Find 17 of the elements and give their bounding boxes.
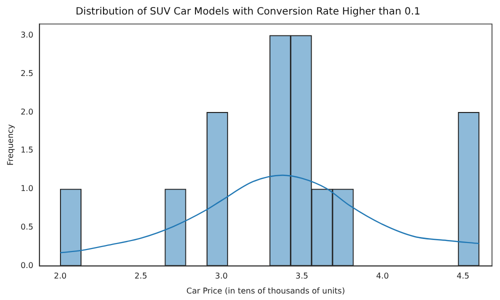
y-tick-label: 0.0 <box>20 260 34 270</box>
x-tick-label: 3.0 <box>214 272 228 281</box>
y-tick-label: 1.0 <box>20 184 34 194</box>
x-tick-label: 4.0 <box>376 272 389 281</box>
x-tick-label: 4.5 <box>456 272 470 281</box>
y-tick-label: 1.5 <box>20 146 34 155</box>
x-tick-label: 2.0 <box>54 272 67 281</box>
y-tick-label: 0.5 <box>20 222 34 232</box>
x-axis-title: Car Price (in tens of thousands of units) <box>186 286 345 296</box>
y-axis-title: Frequency <box>6 124 15 166</box>
chart-title: Distribution of SUV Car Models with Conversion Rate Higher than 0.1 <box>76 6 420 18</box>
y-tick-label: 3.0 <box>20 30 34 40</box>
y-tick-label: 2.0 <box>20 107 34 116</box>
x-tick-label: 2.5 <box>134 272 148 281</box>
line-series <box>60 174 480 254</box>
x-tick-label: 3.5 <box>296 272 308 281</box>
y-tick-label: 2.5 <box>20 68 34 78</box>
